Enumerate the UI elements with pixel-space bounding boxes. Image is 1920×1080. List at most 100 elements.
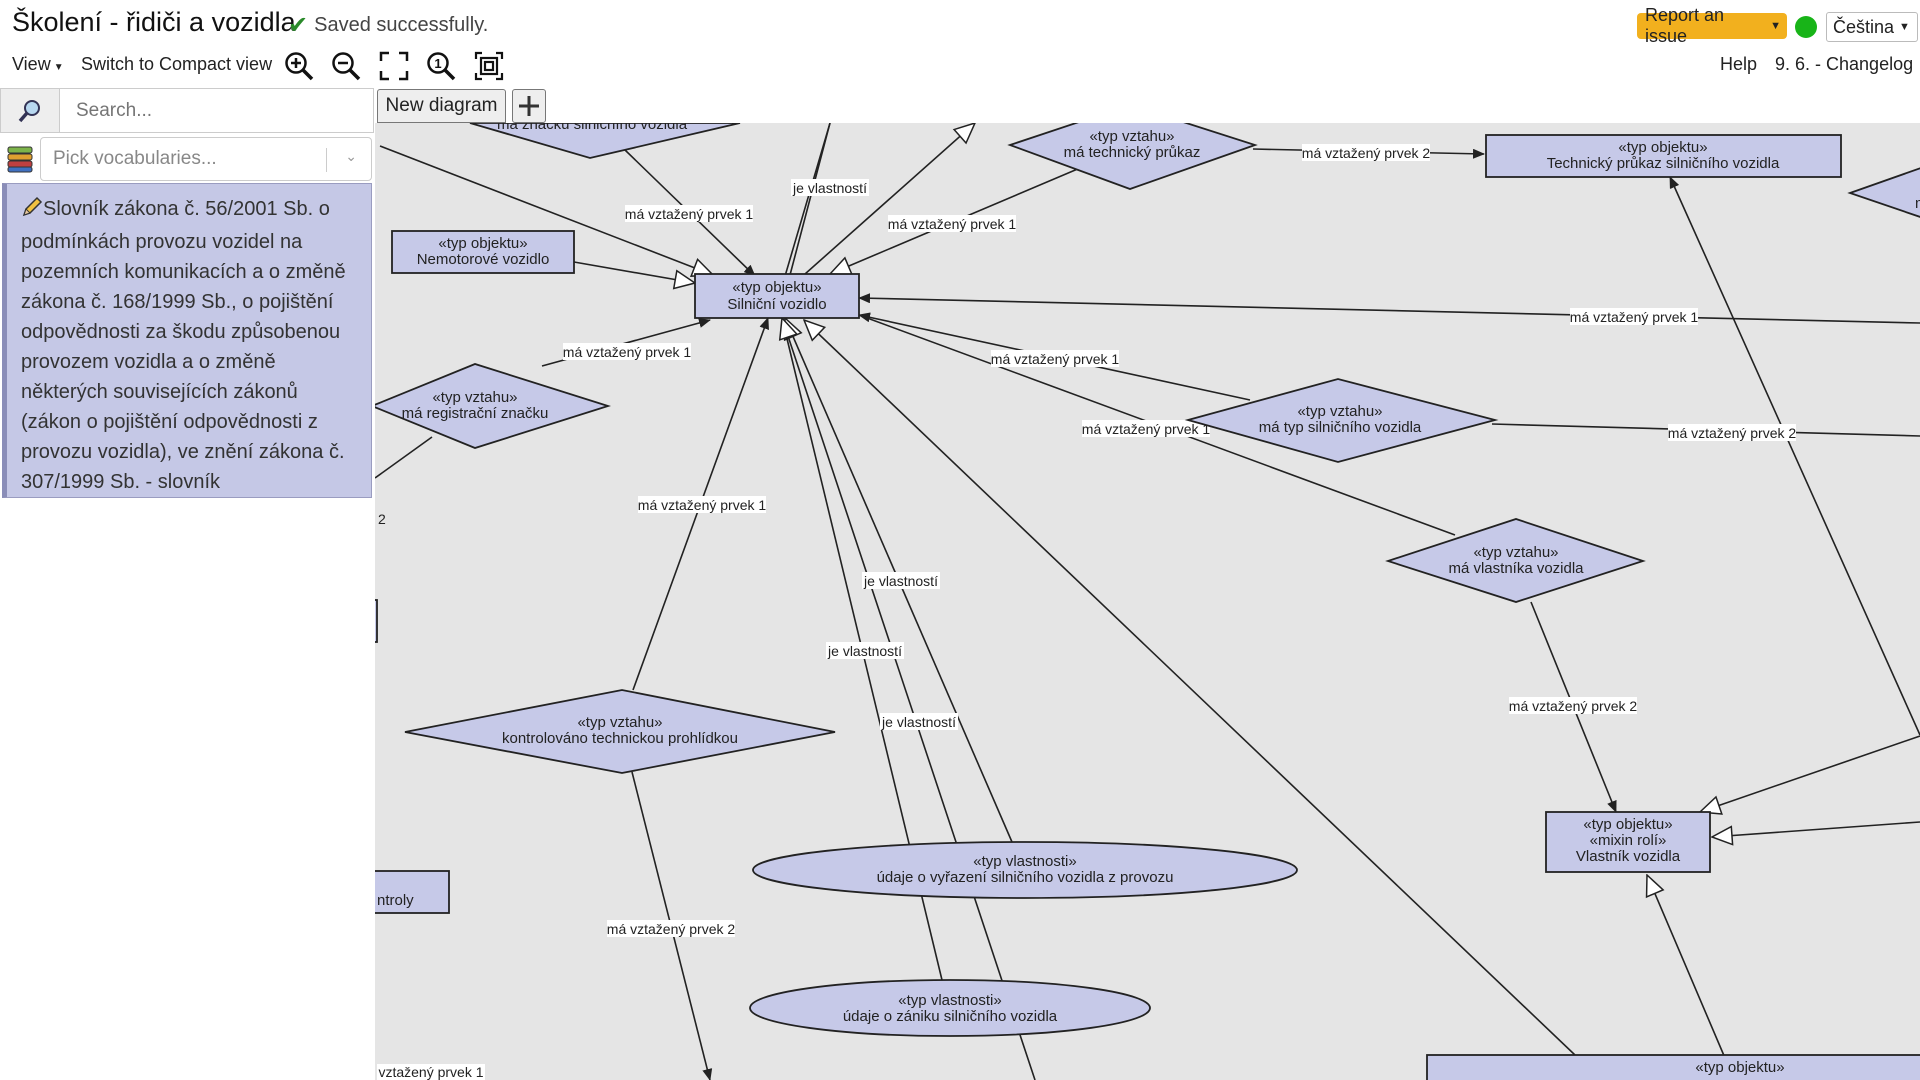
edge[interactable] — [858, 293, 1920, 324]
node-name: má typ silničního vozidla — [1259, 419, 1422, 436]
node-stereotype: «typ objektu» — [1583, 816, 1672, 833]
node-name: Silniční vozidlo — [727, 296, 826, 313]
edge[interactable] — [1669, 176, 1920, 736]
caret-down-icon: ▼ — [53, 62, 64, 73]
vocabulary-select-placeholder: Pick vocabularies... — [53, 148, 217, 169]
vocabulary-picker-row: Pick vocabularies... ⌄ — [0, 137, 374, 183]
node-stereotype: «typ vztahu» — [1473, 544, 1558, 561]
edge-label: má vztažený prvek 1 — [625, 206, 754, 222]
edge-label: má vztažený prvek 2 — [1668, 425, 1797, 441]
edge[interactable] — [1712, 821, 1920, 837]
edge[interactable] — [573, 261, 695, 283]
view-menu[interactable]: View ▼ — [12, 54, 64, 75]
edge[interactable] — [777, 123, 831, 301]
actual-size-icon[interactable]: 1 — [423, 48, 459, 84]
object-node-bottom[interactable] — [1426, 1054, 1920, 1080]
fit-to-screen-icon[interactable] — [376, 48, 412, 84]
object-node-nemotorove-vozidlo[interactable] — [391, 230, 575, 274]
edge-label: má vztažený prvek 2 — [1509, 698, 1638, 714]
edge[interactable] — [782, 318, 1036, 1080]
edge-label: má vztažený prvek 2 — [607, 921, 736, 937]
tab-new-diagram[interactable]: New diagram — [377, 89, 506, 123]
object-node-silnicni-vozidlo[interactable] — [694, 273, 860, 319]
edge-label: má vztažený prvek 1 — [888, 216, 1017, 232]
edge-label: má vztažený prvek 1 — [1082, 421, 1211, 437]
report-issue-label: Report an issue — [1645, 5, 1725, 46]
edge-label: má vztažený prvek 1 — [991, 351, 1120, 367]
zoom-in-icon[interactable] — [281, 48, 317, 84]
diagram-canvas[interactable]: má vztažený prvek 1 je vlastností má vzt… — [375, 123, 1920, 1080]
node-name: má značku silničního vozidla — [497, 123, 688, 133]
node-name: má — [1915, 195, 1920, 212]
relationship-node-registracni-znacka[interactable] — [375, 363, 611, 449]
edge[interactable] — [804, 123, 975, 275]
help-link[interactable]: Help — [1720, 54, 1758, 74]
edge[interactable] — [379, 145, 713, 275]
property-node-vyrazeni[interactable] — [752, 841, 1298, 899]
view-menu-label: View — [12, 54, 51, 74]
edge-labels: má vztažený prvek 1 je vlastností má vzt… — [377, 144, 1796, 1080]
edge-label: má vztažený prvek 1 — [1570, 309, 1699, 325]
search-box — [0, 88, 374, 133]
search-button[interactable] — [1, 89, 60, 132]
chevron-down-icon: ▼ — [1899, 21, 1910, 33]
edge-label: je vlastností — [792, 180, 867, 196]
property-node-zaniku[interactable] — [749, 979, 1151, 1037]
pencil-icon[interactable] — [21, 196, 43, 227]
node-name: údaje o zániku silničního vozidla — [843, 1008, 1058, 1025]
edge[interactable] — [804, 320, 1576, 1056]
search-icon — [18, 99, 40, 122]
edge[interactable] — [789, 123, 831, 276]
report-issue-button[interactable]: Report an issue ▼ — [1637, 5, 1787, 46]
fit-selection-icon[interactable] — [471, 48, 507, 84]
edge-label: je vlastností — [827, 643, 902, 659]
relationship-node[interactable] — [469, 123, 741, 159]
relationship-node-kontrola[interactable] — [404, 689, 836, 774]
relationship-node-vlastnik[interactable] — [1385, 518, 1646, 603]
edge-label: 2 — [378, 511, 386, 527]
plus-icon — [519, 96, 539, 116]
edge-label: má vztažený prvek 1 — [638, 497, 767, 513]
chevron-down-icon: ⌄ — [345, 148, 357, 164]
select-separator — [326, 148, 327, 172]
node-stereotype: «typ vlastnosti» — [898, 992, 1001, 1009]
edge[interactable] — [1700, 735, 1920, 812]
edge-label: má vztažený prvek 1 — [563, 344, 692, 360]
node-stereotype: «typ vztahu» — [432, 389, 517, 406]
relationship-node-partial[interactable] — [1847, 163, 1920, 222]
object-node-vlastnik-vozidla[interactable] — [1545, 811, 1711, 873]
save-status-text: Saved successfully. — [314, 14, 489, 36]
node-stereotype: «typ objektu» — [732, 279, 821, 296]
page-title: Školení - řidiči a vozidla — [12, 7, 296, 37]
edge[interactable] — [375, 436, 433, 479]
node-stereotype: «typ objektu» — [1618, 139, 1707, 156]
node-name: ntroly — [377, 892, 414, 909]
search-input[interactable] — [60, 89, 373, 132]
language-label: Čeština — [1833, 16, 1895, 37]
edge[interactable] — [1647, 875, 1726, 1059]
zoom-out-icon[interactable] — [328, 48, 364, 84]
top-bar: Školení - řidiči a vozidla ✔ Saved succe… — [0, 0, 1920, 46]
language-select[interactable]: Čeština ▼ — [1826, 12, 1918, 42]
save-status: ✔ Saved successfully. — [288, 11, 488, 40]
node-name: má technický průkaz — [1064, 144, 1201, 161]
object-node-technicky-prukaz[interactable] — [1485, 134, 1842, 178]
node-stereotype: «mixin rolí» — [1590, 832, 1667, 849]
vocabulary-title: Slovník zákona č. 56/2001 Sb. o podmínká… — [21, 198, 346, 493]
edge-label: vztažený prvek 1 — [378, 1064, 483, 1080]
diagram-svg[interactable]: má vztažený prvek 1 je vlastností má vzt… — [375, 123, 1920, 1080]
vocabulary-select[interactable]: Pick vocabularies... ⌄ — [40, 137, 372, 181]
node-stereotype: «typ vlastnosti» — [973, 853, 1076, 870]
add-diagram-button[interactable] — [512, 89, 546, 123]
relationship-node-typ-vozidla[interactable] — [1184, 378, 1499, 463]
object-node-partial[interactable] — [375, 599, 378, 643]
object-node-kontroly[interactable] — [375, 870, 450, 914]
node-stereotype: «typ objektu» — [1695, 1059, 1784, 1076]
changelog-link[interactable]: 9. 6. - Changelog — [1775, 54, 1914, 74]
vocabulary-card[interactable]: Slovník zákona č. 56/2001 Sb. o podmínká… — [2, 183, 372, 498]
compact-view-button[interactable]: Switch to Compact view — [81, 54, 273, 74]
node-stereotype: «typ vztahu» — [577, 714, 662, 731]
vocabularies-icon — [6, 145, 34, 178]
edge-label: má vztažený prvek 2 — [1302, 145, 1431, 161]
relationship-node-technicky-prukaz[interactable] — [1007, 123, 1258, 190]
